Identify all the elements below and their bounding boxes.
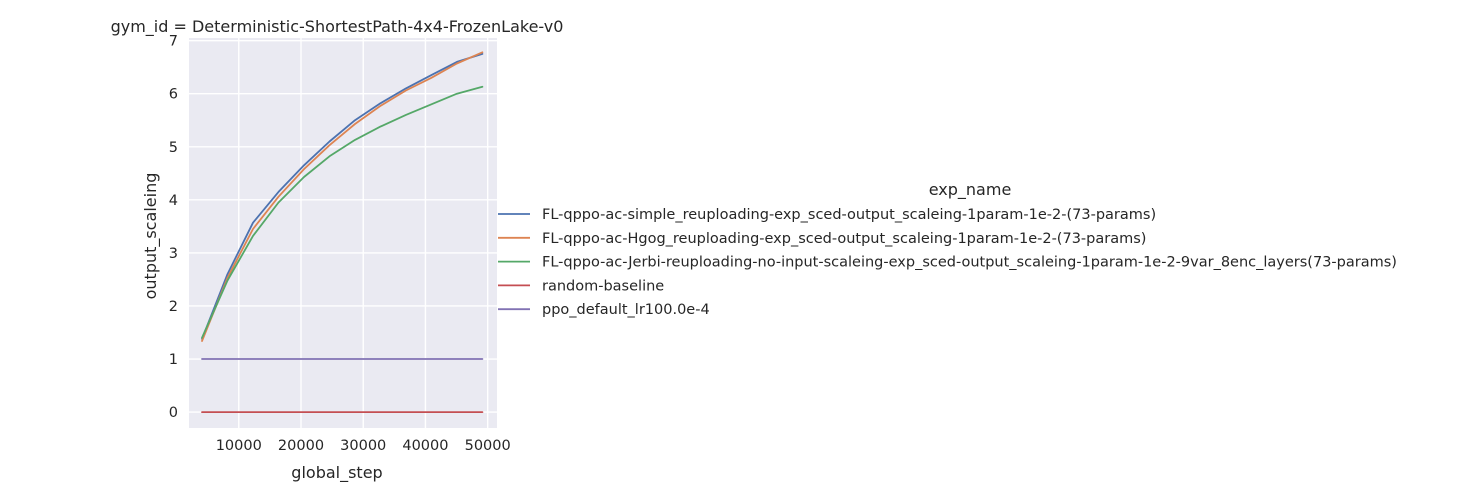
legend-label-4: random-baseline	[542, 278, 664, 294]
x-tick-label: 40000	[402, 438, 448, 454]
series-layer	[201, 51, 484, 414]
y-tick-label: 6	[169, 87, 178, 103]
x-axis-label: global_step	[291, 463, 382, 483]
series-line-1	[201, 53, 484, 340]
y-tick-label: 4	[169, 193, 178, 209]
y-tick-label: 0	[169, 405, 178, 421]
x-tick-label: 30000	[340, 438, 386, 454]
y-tick-label: 7	[169, 34, 178, 50]
legend-title: exp_name	[929, 180, 1012, 200]
x-axis-ticks: 10000 20000 30000 40000 50000	[216, 438, 511, 454]
y-tick-label: 5	[169, 140, 178, 156]
x-tick-label: 20000	[278, 438, 324, 454]
series-line-3	[201, 85, 484, 339]
y-axis-ticks: 0 1 2 3 4 5 6 7	[169, 34, 178, 421]
chart-title: gym_id = Deterministic-ShortestPath-4x4-…	[111, 17, 564, 37]
legend-label-1: FL-qppo-ac-simple_reuploading-exp_sced-o…	[542, 207, 1156, 223]
x-tick-label: 50000	[465, 438, 511, 454]
legend-label-2: FL-qppo-ac-Hgog_reuploading-exp_sced-out…	[542, 231, 1146, 247]
x-tick-label: 10000	[216, 438, 262, 454]
y-tick-label: 3	[169, 246, 178, 262]
y-tick-label: 2	[169, 299, 178, 315]
legend-label-5: ppo_default_lr100.0e-4	[542, 302, 710, 318]
legend-label-3: FL-qppo-ac-Jerbi-reuploading-no-input-sc…	[542, 255, 1397, 271]
plot-area	[189, 38, 497, 428]
y-tick-label: 1	[169, 352, 178, 368]
y-axis-label: output_scaleing	[141, 173, 161, 300]
legend: FL-qppo-ac-simple_reuploading-exp_sced-o…	[498, 207, 1397, 318]
series-line-2	[201, 51, 484, 342]
